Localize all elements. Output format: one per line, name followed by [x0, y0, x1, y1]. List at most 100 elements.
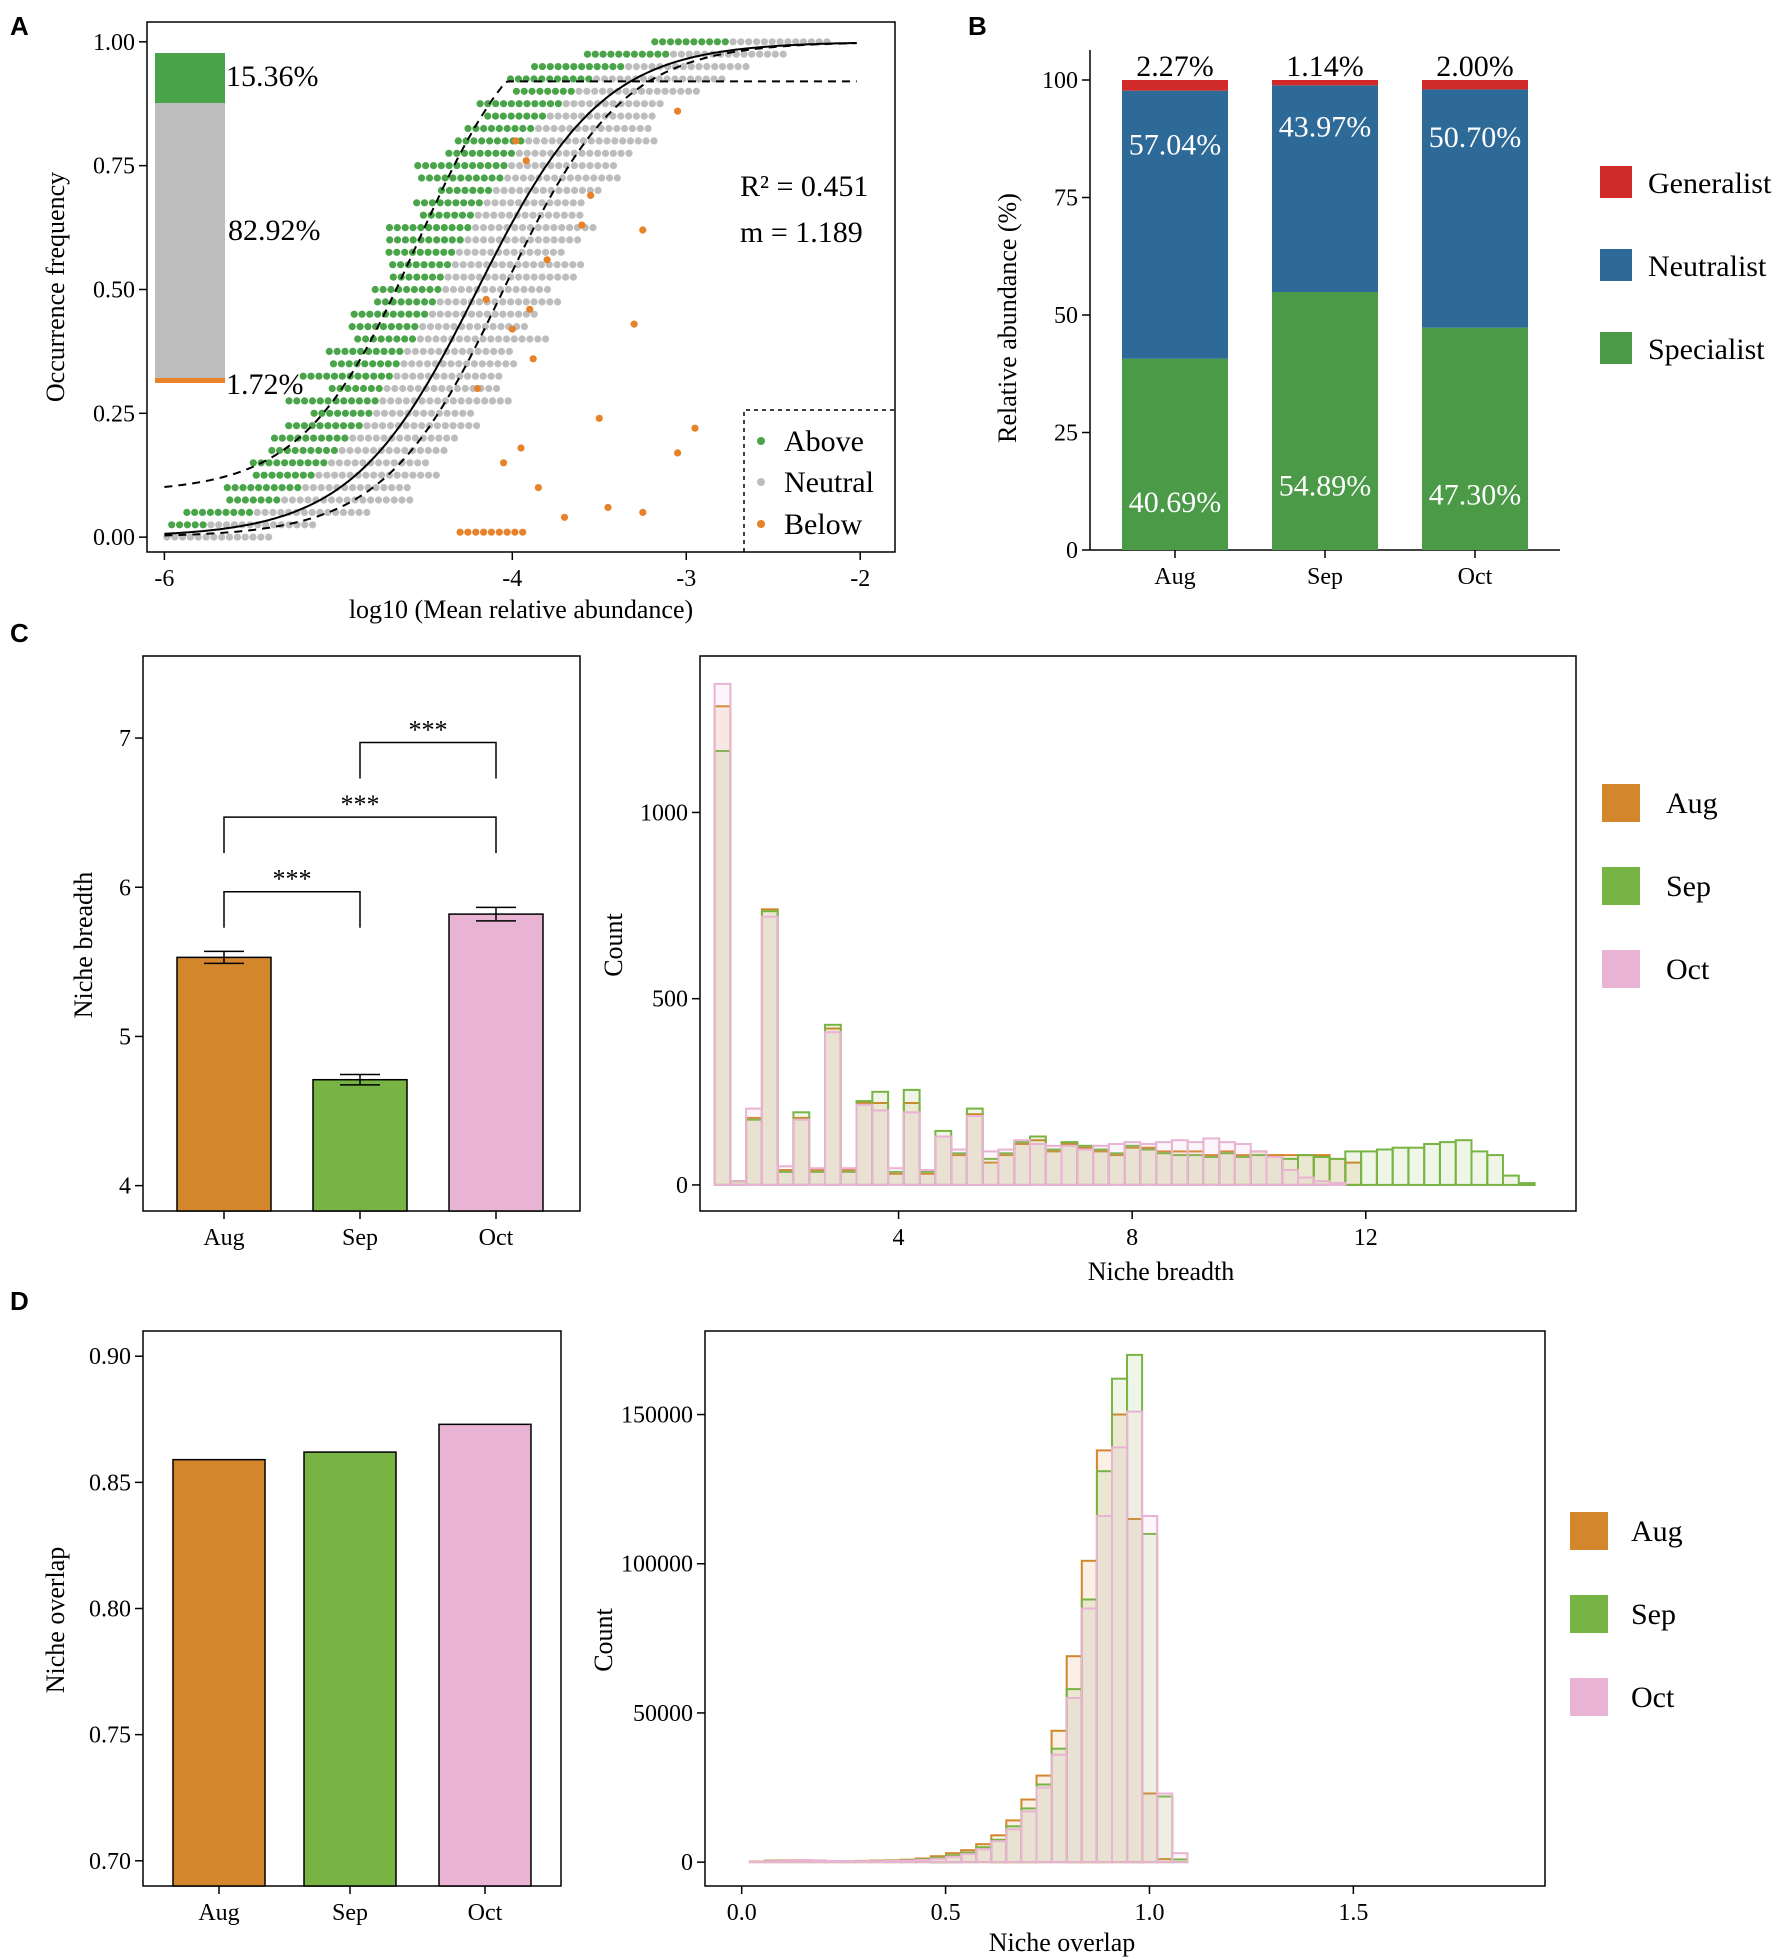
- point-above: [384, 360, 392, 368]
- point-above: [444, 199, 452, 207]
- legend-c: Aug Sep Oct: [1602, 784, 1718, 988]
- point-neutral: [463, 248, 471, 256]
- point-above: [465, 174, 473, 182]
- point-neutral: [362, 471, 370, 479]
- b-category-label: Oct: [1458, 564, 1493, 590]
- hist-bar-oct: [1111, 1446, 1129, 1864]
- point-neutral: [710, 75, 718, 83]
- point-neutral: [625, 63, 633, 71]
- point-neutral: [458, 347, 466, 355]
- point-above: [257, 496, 265, 504]
- point-neutral: [669, 87, 677, 95]
- point-neutral: [424, 335, 432, 343]
- point-above: [593, 63, 601, 71]
- point-neutral: [328, 496, 336, 504]
- point-neutral: [373, 409, 381, 417]
- point-above: [496, 174, 504, 182]
- point-neutral: [687, 63, 695, 71]
- point-above: [324, 422, 332, 430]
- point-neutral: [638, 87, 646, 95]
- point-neutral: [771, 50, 779, 58]
- point-neutral: [534, 335, 542, 343]
- point-neutral: [382, 496, 390, 504]
- point-neutral: [497, 347, 506, 355]
- point-neutral: [628, 124, 637, 133]
- point-neutral: [382, 459, 390, 467]
- point-neutral: [569, 273, 578, 281]
- lower-ci-curve: [164, 42, 857, 537]
- legend-swatch-generalist: [1600, 166, 1632, 198]
- segment-label-specialist: 54.89%: [1279, 470, 1372, 503]
- axes-c-left: 4 5 6 7 Aug Sep Oct: [119, 726, 514, 1251]
- point-above: [385, 248, 393, 256]
- point-above: [286, 434, 294, 442]
- point-neutral: [518, 335, 526, 343]
- point-neutral: [325, 484, 333, 492]
- point-neutral: [552, 211, 561, 219]
- point-neutral: [491, 310, 499, 318]
- hist-bar-oct: [1076, 1148, 1095, 1186]
- segment-label-neutralist: 50.70%: [1429, 121, 1522, 154]
- point-above: [401, 335, 409, 343]
- cr-xtick-label: 12: [1354, 1225, 1378, 1251]
- hist-bar-oct: [871, 1109, 890, 1186]
- point-neutral: [640, 63, 648, 71]
- r-squared-label: R² = 0.451: [740, 170, 868, 203]
- point-neutral: [487, 248, 495, 256]
- point-above: [682, 38, 690, 46]
- point-neutral: [550, 236, 558, 244]
- point-neutral: [452, 273, 460, 281]
- point-above: [247, 484, 255, 492]
- point-neutral: [444, 298, 452, 306]
- point-neutral: [490, 347, 498, 355]
- composition-label-above: 15.36%: [226, 60, 319, 93]
- hist-bar-oct: [855, 1103, 874, 1186]
- point-above: [389, 273, 397, 281]
- point-neutral: [602, 162, 610, 170]
- point-neutral: [534, 236, 543, 244]
- point-above: [401, 224, 409, 232]
- point-neutral: [598, 87, 607, 95]
- point-neutral: [742, 63, 750, 71]
- point-neutral: [511, 174, 520, 182]
- composition-below: [155, 378, 225, 383]
- point-neutral: [479, 372, 487, 380]
- composition-label-neutral: 82.92%: [228, 214, 321, 247]
- point-neutral: [514, 199, 523, 207]
- hist-bar-oct: [779, 1859, 797, 1864]
- legend-label-above: Above: [784, 425, 864, 458]
- point-above: [452, 199, 460, 207]
- point-neutral: [457, 422, 465, 430]
- point-above: [433, 236, 441, 244]
- point-neutral: [576, 211, 584, 219]
- point-above: [291, 446, 299, 455]
- point-below: [529, 355, 537, 363]
- cl-category-label: Sep: [342, 1225, 378, 1251]
- point-neutral: [483, 199, 491, 207]
- point-neutral: [570, 162, 579, 170]
- point-neutral: [502, 248, 510, 256]
- hist-bar-oct: [1044, 1144, 1063, 1186]
- point-above: [372, 347, 380, 355]
- point-above: [421, 273, 429, 281]
- point-neutral: [551, 174, 559, 182]
- point-above: [484, 162, 492, 170]
- point-neutral: [443, 434, 451, 442]
- point-above: [397, 310, 405, 318]
- bar-neutralist: [1422, 89, 1528, 328]
- bar-aug: [176, 956, 272, 1212]
- legend-swatch-oct-d: [1570, 1678, 1608, 1716]
- point-neutral: [506, 261, 514, 269]
- point-neutral: [323, 471, 331, 479]
- point-above: [511, 124, 519, 133]
- point-neutral: [218, 533, 226, 541]
- point-above: [408, 335, 417, 343]
- point-above: [512, 87, 521, 95]
- point-above: [341, 409, 349, 417]
- cl-ytick-label: 5: [119, 1024, 131, 1050]
- point-neutral: [491, 273, 499, 281]
- segment-label-generalist: 2.00%: [1436, 50, 1514, 83]
- point-above: [469, 162, 477, 170]
- point-neutral: [531, 186, 540, 194]
